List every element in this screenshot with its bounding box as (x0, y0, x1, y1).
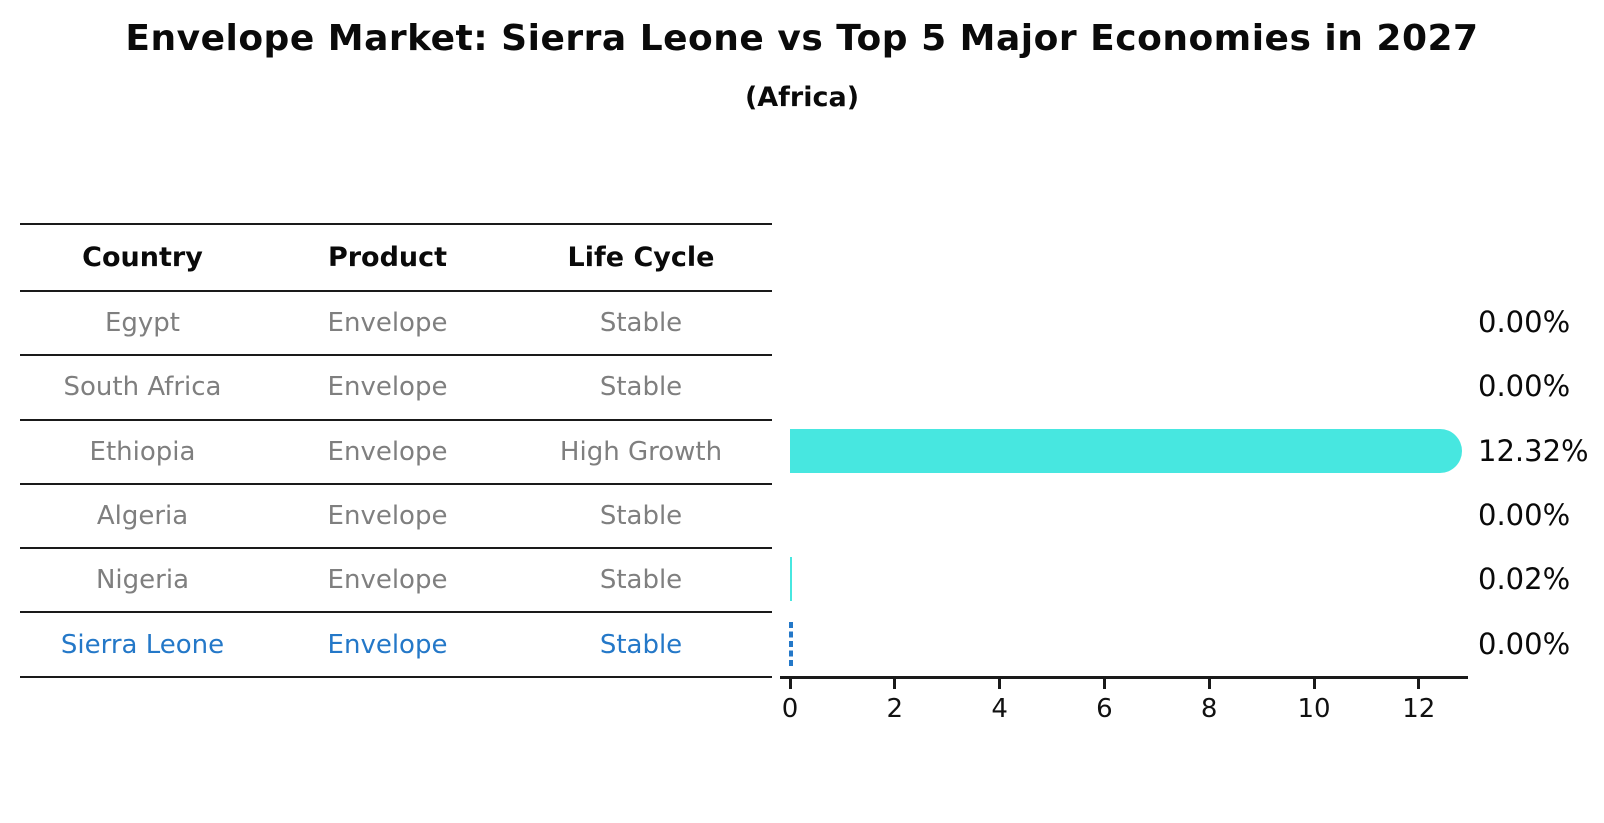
x-axis-tick-label-6: 6 (1096, 694, 1113, 724)
value-label-sierra-leone: 0.00% (1478, 626, 1571, 661)
value-label-algeria: 0.00% (1478, 498, 1571, 533)
cell-life-cycle-egypt: Stable (599, 308, 683, 339)
cell-product-ethiopia: Envelope (327, 436, 448, 467)
cell-country-ethiopia: Ethiopia (89, 436, 196, 467)
x-axis-tick-8 (1207, 679, 1211, 689)
cell-country-egypt: Egypt (104, 308, 181, 339)
figure-subtitle: (Africa) (744, 82, 860, 113)
cell-product-nigeria: Envelope (327, 565, 448, 596)
x-axis-tick-0 (788, 679, 792, 689)
bar-nigeria (790, 557, 792, 602)
cell-life-cycle-algeria: Stable (599, 501, 683, 532)
table-row-sierra-leone: Sierra Leone Envelope Stable (20, 613, 772, 678)
x-axis-tick-label-8: 8 (1200, 694, 1218, 724)
cell-country-algeria: Algeria (96, 501, 189, 532)
table-row-nigeria: Nigeria Envelope Stable (20, 549, 772, 614)
cell-life-cycle-ethiopia: High Growth (559, 436, 723, 467)
figure-title: Envelope Market: Sierra Leone vs Top 5 M… (125, 18, 1479, 59)
x-axis-tick-label-10: 10 (1297, 694, 1331, 724)
x-axis-line (780, 676, 1468, 679)
cell-life-cycle-nigeria: Stable (599, 565, 683, 596)
x-axis-tick-label-2: 2 (886, 694, 904, 724)
x-axis-tick-12 (1417, 679, 1421, 689)
x-axis-tick-6 (1102, 679, 1106, 689)
cell-product-sierra-leone: Envelope (327, 629, 448, 660)
column-header-product: Product (327, 242, 448, 273)
table-row-ethiopia: Ethiopia Envelope High Growth (20, 421, 772, 485)
value-label-ethiopia: 12.32% (1478, 433, 1589, 468)
x-axis-tick-label-12: 12 (1402, 694, 1436, 724)
bar-sierra-leone-dashed (789, 621, 793, 666)
value-label-egypt: 0.00% (1478, 305, 1571, 340)
cell-country-sierra-leone: Sierra Leone (60, 629, 225, 660)
column-header-life-cycle: Life Cycle (567, 242, 715, 273)
cell-product-south-africa: Envelope (327, 372, 448, 403)
value-label-south-africa: 0.00% (1478, 369, 1571, 404)
cell-country-nigeria: Nigeria (95, 565, 190, 596)
table-row-egypt: Egypt Envelope Stable (20, 292, 772, 357)
x-axis-tick-label-0: 0 (781, 694, 799, 724)
x-axis-tick-4 (998, 679, 1002, 689)
x-axis-tick-label-4: 4 (991, 694, 1008, 724)
cell-life-cycle-south-africa: Stable (599, 372, 683, 403)
country-table: Country Product Life Cycle Egypt Envelope Sta… (20, 223, 772, 678)
table-row-algeria: Algeria Envelope Stable (20, 485, 772, 550)
x-axis-tick-2 (893, 679, 897, 689)
x-axis-tick-10 (1312, 679, 1316, 689)
table-row-south-africa: South Africa Envelope Stable (20, 356, 772, 421)
bar-ethiopia (790, 428, 1462, 473)
value-label-nigeria: 0.02% (1478, 562, 1571, 597)
cell-life-cycle-sierra-leone: Stable (599, 629, 683, 660)
cell-product-algeria: Envelope (327, 501, 448, 532)
cell-product-egypt: Envelope (327, 308, 448, 339)
cell-country-south-africa: South Africa (63, 372, 222, 403)
column-header-country: Country (82, 242, 203, 273)
table-header-row: Country Product Life Cycle (20, 225, 772, 292)
